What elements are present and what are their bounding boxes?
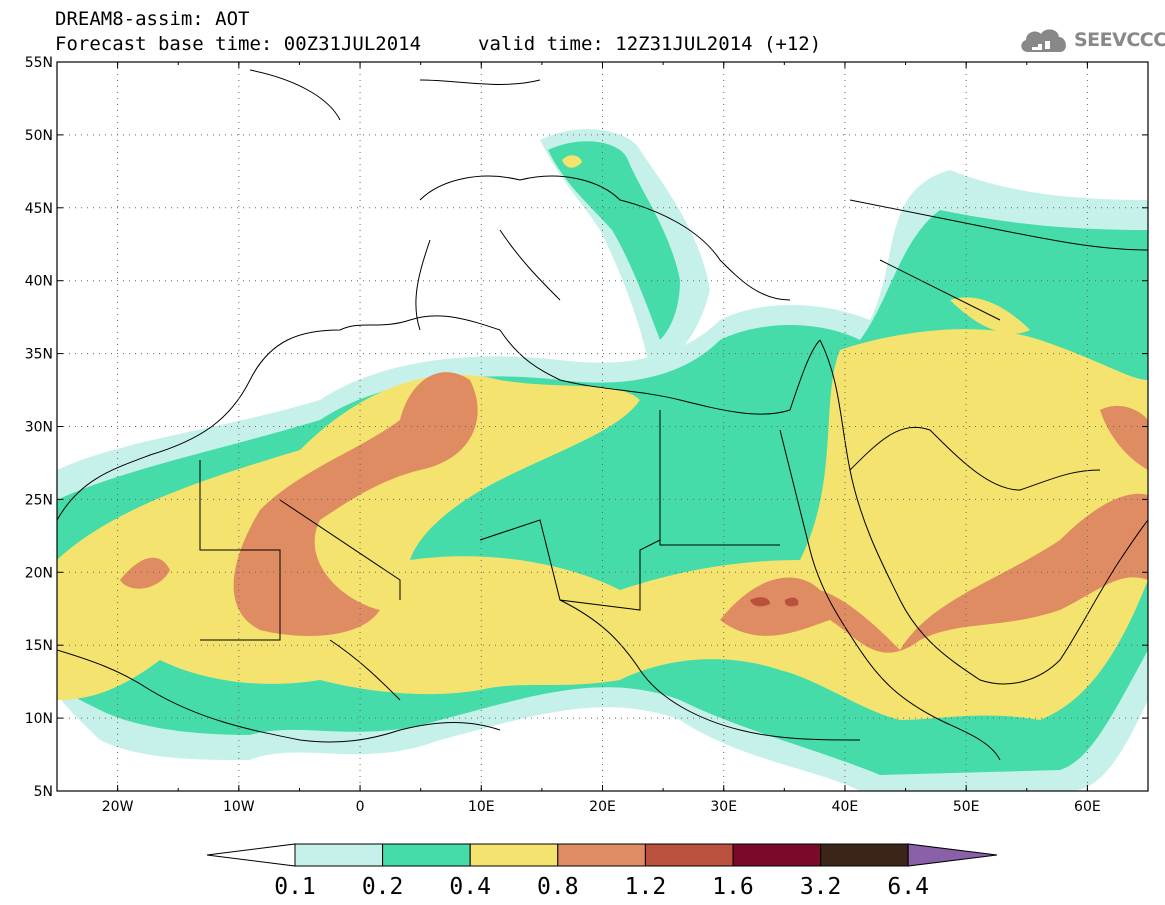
aot-band-0.2-north <box>548 141 680 340</box>
latitude-labels: 55N 50N 45N 40N 35N 30N 25N 20N 15N 10N 5N <box>25 55 53 800</box>
colorbar-cell <box>557 843 646 867</box>
lon-label: 10W <box>223 799 255 815</box>
cloud-icon <box>1021 29 1066 52</box>
colorbar-cell <box>469 843 559 867</box>
lon-label: 40E <box>832 799 859 815</box>
lon-label: 30E <box>710 799 737 815</box>
lat-label: 15N <box>25 638 53 654</box>
aot-band-0.8-east <box>720 405 1148 653</box>
logo-text: SEEVCCC <box>1074 29 1165 51</box>
lat-label: 30N <box>25 420 53 436</box>
colorbar-label: 0.1 <box>274 874 316 900</box>
lat-label: 45N <box>25 201 53 217</box>
colorbar-lower-arrow <box>206 843 296 867</box>
colorbar-cell <box>732 843 822 867</box>
lat-label: 50N <box>25 128 53 144</box>
colorbar-label: 0.8 <box>537 874 579 900</box>
lon-label: 20E <box>589 799 616 815</box>
axis-ticks <box>56 61 1149 792</box>
lat-label: 35N <box>25 347 53 363</box>
aot-fields <box>57 62 1148 791</box>
colorbar-label: 3.2 <box>800 874 842 900</box>
colorbar-label: 1.2 <box>625 874 667 900</box>
colorbar-cell <box>644 843 734 867</box>
valid-time: valid time: 12Z31JUL2014 (+12) <box>478 33 822 55</box>
aot-band-0.8-west <box>120 372 478 636</box>
longitude-labels: 20W 10W 0 10E 20E 30E 40E 50E 60E <box>102 799 1101 815</box>
lon-label: 0 <box>356 799 365 815</box>
aot-band-0.8-north <box>562 155 582 168</box>
colorbar-cell <box>820 843 909 867</box>
colorbar-label: 0.2 <box>362 874 404 900</box>
lat-label: 5N <box>34 784 53 800</box>
colorbar-cell <box>294 843 384 867</box>
lon-label: 50E <box>953 799 980 815</box>
colorbar-cell <box>382 843 471 867</box>
lon-label: 60E <box>1074 799 1101 815</box>
lat-label: 55N <box>25 55 53 71</box>
lon-label: 10E <box>468 799 495 815</box>
product-title: DREAM8-assim: AOT <box>55 8 250 30</box>
colorbar-label: 6.4 <box>887 874 929 900</box>
coastlines <box>57 69 1148 761</box>
lat-label: 20N <box>25 565 53 581</box>
lat-label: 40N <box>25 274 53 290</box>
colorbar-upper-arrow <box>907 843 998 867</box>
aot-band-1.2 <box>750 597 799 607</box>
lat-label: 25N <box>25 492 53 508</box>
colorbar-label: 0.4 <box>449 874 491 900</box>
colorbar-label: 1.6 <box>712 874 754 900</box>
lat-label: 10N <box>25 711 53 727</box>
forecast-base-time: Forecast base time: 00Z31JUL2014 <box>55 33 422 55</box>
lon-label: 20W <box>102 799 134 815</box>
seevccc-logo: SEEVCCC <box>1018 20 1165 60</box>
